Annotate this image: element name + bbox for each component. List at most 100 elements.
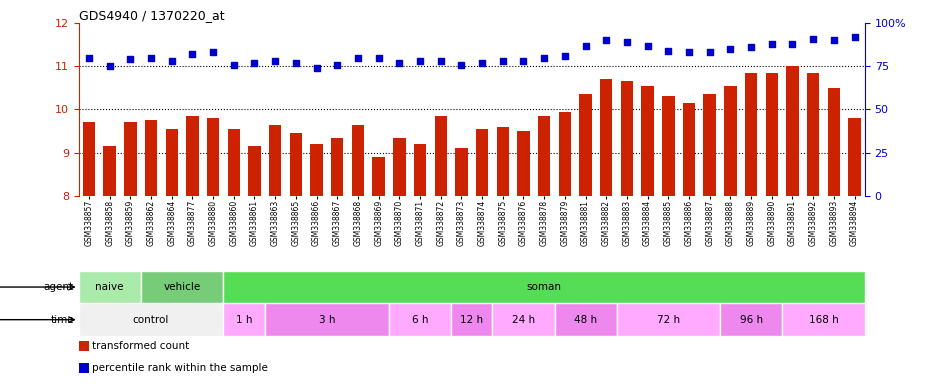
Bar [331, 137, 343, 196]
Bar [311, 144, 323, 196]
Bar [79, 341, 89, 351]
Bar [517, 131, 530, 196]
Point [392, 60, 407, 66]
Bar [538, 116, 550, 196]
Bar [224, 303, 265, 336]
Bar [745, 73, 758, 196]
Point [536, 55, 551, 61]
Text: 12 h: 12 h [461, 314, 483, 325]
Point [205, 49, 220, 55]
Text: GDS4940 / 1370220_at: GDS4940 / 1370220_at [79, 9, 224, 22]
Text: 3 h: 3 h [319, 314, 335, 325]
Bar [683, 103, 696, 196]
Bar [724, 86, 736, 196]
Bar [559, 112, 571, 196]
Bar [554, 303, 617, 336]
Bar [373, 157, 385, 196]
Text: naive: naive [95, 282, 124, 292]
Point [454, 61, 469, 68]
Bar [224, 271, 865, 303]
Point [103, 63, 117, 69]
Bar [79, 363, 89, 372]
Point [371, 55, 386, 61]
Bar [248, 146, 261, 196]
Bar [662, 96, 674, 196]
Bar [389, 303, 451, 336]
Bar [265, 303, 389, 336]
Point [516, 58, 531, 64]
Bar [186, 116, 199, 196]
Text: 6 h: 6 h [412, 314, 428, 325]
Point [764, 41, 779, 47]
Bar [141, 271, 224, 303]
Bar [455, 148, 468, 196]
Point [702, 49, 717, 55]
Point [785, 41, 800, 47]
Text: vehicle: vehicle [164, 282, 201, 292]
Bar [145, 120, 157, 196]
Point [123, 56, 138, 62]
Bar [579, 94, 592, 196]
Point [309, 65, 324, 71]
Point [826, 37, 841, 43]
Bar [79, 271, 141, 303]
Text: agent: agent [43, 282, 74, 292]
Point [723, 46, 738, 52]
Text: transformed count: transformed count [92, 341, 190, 351]
Bar [435, 116, 447, 196]
Point [351, 55, 365, 61]
Bar [269, 124, 281, 196]
Text: time: time [50, 314, 74, 325]
Bar [124, 122, 137, 196]
Point [578, 42, 593, 48]
Bar [492, 303, 554, 336]
Bar [82, 122, 95, 196]
Point [598, 37, 613, 43]
Point [744, 44, 758, 50]
Point [268, 58, 283, 64]
Point [81, 55, 96, 61]
Bar [807, 73, 820, 196]
Point [330, 61, 345, 68]
Text: 48 h: 48 h [574, 314, 598, 325]
Bar [104, 146, 116, 196]
Bar [497, 127, 509, 196]
Bar [393, 137, 405, 196]
Bar [720, 303, 783, 336]
Point [496, 58, 511, 64]
Bar [786, 66, 798, 196]
Point [660, 48, 675, 54]
Text: soman: soman [526, 282, 561, 292]
Bar [704, 94, 716, 196]
Point [433, 58, 448, 64]
Bar [228, 129, 240, 196]
Point [640, 42, 655, 48]
Text: 24 h: 24 h [512, 314, 535, 325]
Bar [413, 144, 426, 196]
Bar [352, 124, 364, 196]
Text: 168 h: 168 h [808, 314, 838, 325]
Bar [451, 303, 492, 336]
Point [289, 60, 303, 66]
Bar [617, 303, 720, 336]
Bar [621, 81, 633, 196]
Point [475, 60, 489, 66]
Text: percentile rank within the sample: percentile rank within the sample [92, 363, 268, 373]
Point [143, 55, 158, 61]
Bar [290, 133, 302, 196]
Bar [766, 73, 778, 196]
Point [227, 61, 241, 68]
Point [165, 58, 179, 64]
Bar [641, 86, 654, 196]
Point [620, 39, 635, 45]
Bar [475, 129, 488, 196]
Bar [79, 303, 224, 336]
Text: 96 h: 96 h [739, 314, 762, 325]
Point [682, 49, 697, 55]
Bar [600, 79, 612, 196]
Point [847, 34, 862, 40]
Bar [783, 303, 865, 336]
Text: 72 h: 72 h [657, 314, 680, 325]
Bar [828, 88, 840, 196]
Point [413, 58, 427, 64]
